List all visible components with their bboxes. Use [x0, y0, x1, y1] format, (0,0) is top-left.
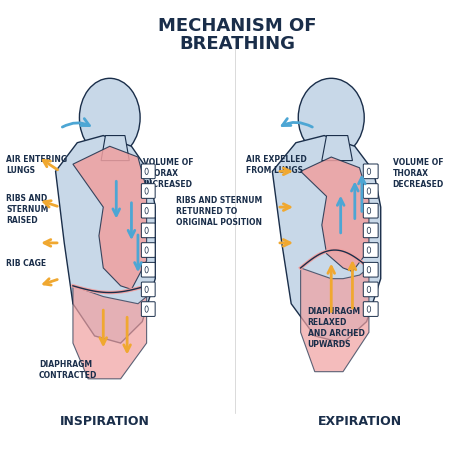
FancyBboxPatch shape — [363, 302, 378, 316]
FancyBboxPatch shape — [363, 203, 378, 218]
FancyBboxPatch shape — [141, 203, 155, 218]
Text: DIAPHRAGM
RELAXED
AND ARCHED
UPWARDS: DIAPHRAGM RELAXED AND ARCHED UPWARDS — [308, 307, 365, 349]
Polygon shape — [73, 146, 146, 289]
Ellipse shape — [367, 247, 371, 253]
Text: RIB CAGE: RIB CAGE — [6, 258, 46, 267]
FancyBboxPatch shape — [363, 223, 378, 238]
Ellipse shape — [145, 286, 148, 292]
FancyBboxPatch shape — [141, 243, 155, 257]
Ellipse shape — [80, 78, 140, 157]
Ellipse shape — [367, 227, 371, 234]
Text: RIBS AND
STERNUM
RAISED: RIBS AND STERNUM RAISED — [6, 194, 48, 225]
Polygon shape — [322, 135, 353, 161]
FancyBboxPatch shape — [363, 184, 378, 198]
Text: AIR EXPELLED
FROM LUNGS: AIR EXPELLED FROM LUNGS — [246, 155, 307, 175]
Ellipse shape — [298, 78, 364, 157]
FancyBboxPatch shape — [141, 302, 155, 316]
Text: AIR ENTERING
LUNGS: AIR ENTERING LUNGS — [6, 155, 67, 175]
FancyBboxPatch shape — [141, 184, 155, 198]
Ellipse shape — [145, 227, 148, 234]
FancyBboxPatch shape — [363, 282, 378, 297]
FancyBboxPatch shape — [363, 243, 378, 257]
FancyBboxPatch shape — [141, 223, 155, 238]
Ellipse shape — [367, 168, 371, 175]
Ellipse shape — [145, 168, 148, 175]
Text: VOLUME OF
THORAX
DECREASED: VOLUME OF THORAX DECREASED — [392, 158, 444, 189]
Ellipse shape — [367, 188, 371, 194]
FancyBboxPatch shape — [141, 282, 155, 297]
Text: EXPIRATION: EXPIRATION — [318, 415, 401, 428]
FancyBboxPatch shape — [363, 262, 378, 277]
Polygon shape — [101, 135, 129, 161]
FancyBboxPatch shape — [363, 164, 378, 179]
Polygon shape — [301, 268, 369, 372]
Text: RIBS AND STERNUM
RETURNED TO
ORIGINAL POSITION: RIBS AND STERNUM RETURNED TO ORIGINAL PO… — [176, 196, 262, 227]
Ellipse shape — [145, 188, 148, 194]
Ellipse shape — [367, 306, 371, 312]
Text: DIAPHRAGM
CONTRACTED: DIAPHRAGM CONTRACTED — [39, 360, 98, 380]
Ellipse shape — [367, 286, 371, 292]
Polygon shape — [301, 157, 369, 271]
Ellipse shape — [367, 266, 371, 273]
Ellipse shape — [145, 306, 148, 312]
Polygon shape — [55, 135, 155, 343]
Polygon shape — [273, 135, 381, 343]
Text: BREATHING: BREATHING — [179, 35, 295, 53]
Text: VOLUME OF
THORAX
INCREASED: VOLUME OF THORAX INCREASED — [143, 158, 193, 189]
Ellipse shape — [145, 247, 148, 253]
Text: MECHANISM OF: MECHANISM OF — [158, 17, 316, 35]
Text: INSPIRATION: INSPIRATION — [60, 415, 150, 428]
Polygon shape — [73, 286, 146, 379]
FancyBboxPatch shape — [141, 164, 155, 179]
FancyBboxPatch shape — [141, 262, 155, 277]
Ellipse shape — [367, 207, 371, 214]
Ellipse shape — [145, 266, 148, 273]
Ellipse shape — [145, 207, 148, 214]
